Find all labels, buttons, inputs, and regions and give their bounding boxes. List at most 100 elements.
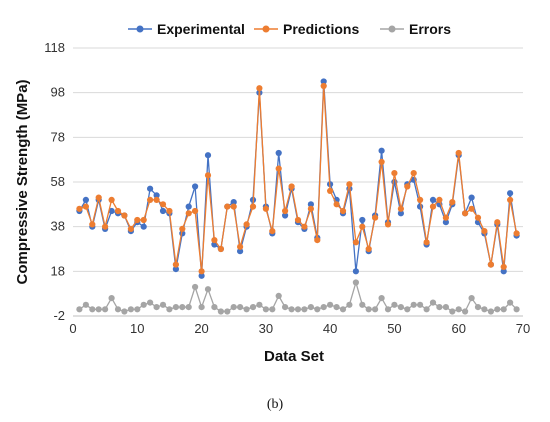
predictions-point bbox=[455, 149, 462, 157]
errors-point bbox=[384, 306, 392, 313]
experimental-point bbox=[185, 203, 192, 210]
predictions-point bbox=[134, 216, 141, 224]
predictions-point bbox=[301, 223, 308, 230]
predictions-point bbox=[372, 214, 379, 221]
predictions-point bbox=[288, 183, 295, 190]
predictions-point bbox=[256, 85, 263, 92]
y-axis-title: Compressive Strength (MPa) bbox=[14, 79, 31, 284]
errors-point bbox=[423, 306, 430, 313]
experimental-point bbox=[108, 207, 115, 215]
experimental-point bbox=[192, 183, 199, 190]
predictions-point bbox=[121, 212, 128, 219]
errors-point bbox=[378, 295, 385, 302]
errors-point bbox=[455, 306, 462, 313]
errors-point bbox=[449, 308, 456, 315]
predictions-point bbox=[494, 219, 501, 226]
predictions-point bbox=[333, 201, 340, 208]
errors-point bbox=[301, 306, 308, 313]
predictions-point bbox=[468, 205, 475, 212]
errors-point bbox=[494, 306, 501, 313]
predictions-point bbox=[237, 243, 244, 250]
errors-point bbox=[172, 304, 179, 311]
errors-point bbox=[89, 306, 96, 313]
errors-point bbox=[436, 304, 443, 311]
errors-point bbox=[346, 301, 353, 308]
errors-point bbox=[339, 306, 347, 313]
errors-point bbox=[95, 306, 102, 313]
x-axis-title: Data Set bbox=[264, 348, 324, 365]
predictions-point bbox=[410, 170, 417, 177]
legend: Experimental Predictions Errors bbox=[128, 21, 451, 37]
predictions-point bbox=[89, 221, 96, 228]
y-tick-label: 38 bbox=[51, 219, 65, 234]
errors-point bbox=[269, 306, 276, 313]
predictions-point bbox=[384, 221, 392, 228]
experimental-point bbox=[417, 203, 424, 210]
y-tick-label: 78 bbox=[51, 129, 65, 144]
legend-label: Experimental bbox=[157, 21, 245, 37]
predictions-point bbox=[249, 203, 257, 210]
experimental-point bbox=[378, 147, 385, 154]
predictions-point bbox=[185, 210, 192, 217]
experimental-point bbox=[153, 192, 160, 199]
experimental-point bbox=[172, 266, 179, 273]
experimental-point bbox=[359, 216, 366, 224]
predictions-point bbox=[76, 205, 83, 212]
x-tick-label: 10 bbox=[130, 321, 144, 336]
legend-label: Errors bbox=[409, 21, 451, 37]
predictions-point bbox=[198, 268, 205, 275]
predictions-point bbox=[423, 239, 430, 246]
errors-point bbox=[282, 304, 289, 311]
errors-point bbox=[102, 306, 109, 313]
legend-item-experimental: Experimental bbox=[128, 21, 245, 37]
predictions-point bbox=[507, 196, 514, 203]
errors-point bbox=[108, 295, 115, 302]
legend-label: Predictions bbox=[283, 21, 359, 37]
predictions-point bbox=[192, 207, 199, 215]
figure-caption: (b) bbox=[266, 397, 284, 412]
errors-point bbox=[404, 306, 411, 313]
errors-point bbox=[320, 304, 327, 311]
errors-point bbox=[127, 306, 134, 313]
predictions-point bbox=[82, 203, 89, 210]
legend-item-errors: Errors bbox=[380, 21, 451, 37]
errors-point bbox=[185, 304, 192, 311]
experimental-point bbox=[82, 196, 89, 203]
errors-point bbox=[417, 301, 424, 308]
errors-point bbox=[288, 306, 295, 313]
x-tick-label: 40 bbox=[323, 321, 337, 336]
errors-point bbox=[76, 306, 83, 313]
x-tick-label: 20 bbox=[194, 321, 208, 336]
predictions-point bbox=[352, 239, 359, 246]
x-tick-label: 60 bbox=[451, 321, 465, 336]
series-layer bbox=[76, 78, 520, 315]
legend-swatch-marker bbox=[262, 25, 270, 33]
predictions-point bbox=[114, 207, 122, 215]
experimental-point bbox=[320, 78, 327, 85]
predictions-point bbox=[102, 223, 109, 230]
predictions-point bbox=[404, 183, 411, 190]
experimental-point bbox=[147, 185, 154, 192]
predictions-point bbox=[391, 170, 398, 177]
predictions-point bbox=[153, 196, 160, 203]
errors-point bbox=[82, 301, 89, 308]
experimental-point bbox=[468, 194, 475, 201]
predictions-point bbox=[429, 203, 437, 210]
predictions-point bbox=[204, 172, 212, 179]
predictions-point bbox=[269, 228, 276, 235]
predictions-point bbox=[275, 165, 282, 172]
errors-point bbox=[442, 304, 449, 311]
errors-point bbox=[237, 304, 244, 311]
y-tick-label: 18 bbox=[51, 263, 65, 278]
predictions-point bbox=[462, 210, 469, 217]
errors-point bbox=[121, 308, 128, 315]
predictions-point bbox=[378, 158, 385, 165]
experimental-point bbox=[275, 149, 282, 157]
experimental-point bbox=[230, 199, 237, 206]
errors-point bbox=[224, 308, 231, 315]
predictions-point bbox=[224, 203, 231, 210]
errors-point bbox=[327, 301, 334, 308]
legend-item-predictions: Predictions bbox=[254, 21, 359, 37]
predictions-point bbox=[166, 207, 173, 215]
predictions-point bbox=[95, 194, 102, 201]
